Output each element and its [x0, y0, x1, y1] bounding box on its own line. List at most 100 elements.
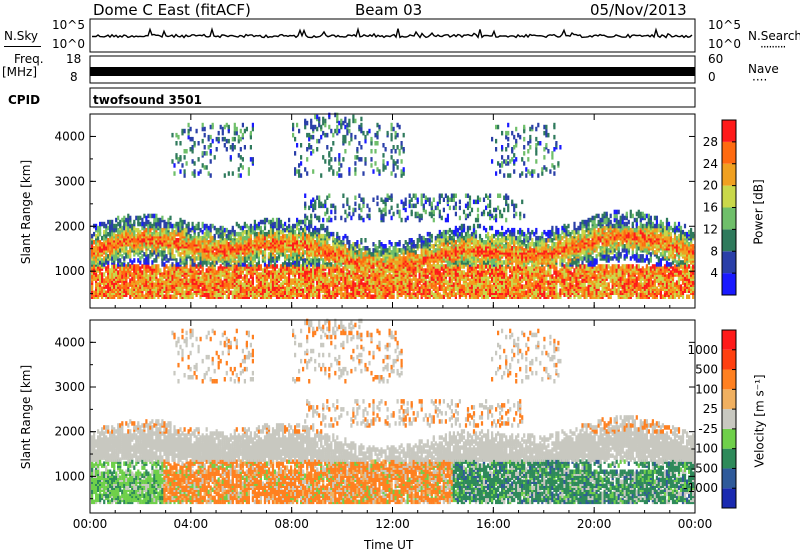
range-cell	[119, 274, 121, 279]
range-cell	[232, 291, 234, 296]
range-cell	[322, 218, 324, 223]
range-cell	[296, 218, 298, 223]
range-cell	[429, 198, 431, 203]
range-cell	[441, 194, 443, 199]
range-cell	[208, 293, 210, 298]
range-cell	[435, 264, 437, 269]
range-cell	[119, 230, 121, 235]
range-cell	[115, 256, 117, 261]
range-cell	[344, 234, 346, 239]
range-cell	[374, 284, 376, 289]
range-cell	[296, 289, 298, 294]
range-cell	[334, 252, 336, 257]
range-cell	[306, 216, 308, 221]
range-cell	[232, 238, 234, 243]
range-cell	[332, 169, 334, 174]
range-cell	[179, 274, 181, 279]
range-cell	[304, 258, 306, 263]
range-cell	[385, 252, 387, 257]
range-cell	[318, 117, 320, 122]
range-cell	[137, 244, 139, 249]
range-cell	[362, 246, 364, 251]
range-cell	[342, 266, 344, 271]
range-cell	[145, 216, 147, 221]
range-cell	[278, 218, 280, 223]
range-cell	[278, 274, 280, 279]
range-cell	[334, 278, 336, 283]
range-cell	[368, 208, 370, 213]
range-cell	[401, 200, 403, 205]
range-cell	[314, 234, 316, 239]
range-cell	[322, 121, 324, 126]
range-cell	[224, 143, 226, 148]
range-cell	[117, 295, 119, 300]
range-cell	[401, 141, 403, 146]
range-cell	[415, 212, 417, 217]
range-cell	[397, 252, 399, 257]
range-cell	[95, 291, 97, 296]
range-cell	[334, 210, 336, 215]
range-cell	[179, 252, 181, 257]
range-cell	[370, 295, 372, 300]
range-cell	[212, 264, 214, 269]
range-cell	[238, 256, 240, 261]
range-cell	[141, 232, 143, 237]
range-cell	[401, 159, 403, 164]
range-cell	[344, 117, 346, 122]
range-cell	[181, 278, 183, 283]
range-cell	[155, 232, 157, 237]
range-cell	[230, 266, 232, 271]
range-cell	[395, 264, 397, 269]
range-cell	[278, 254, 280, 259]
range-cell	[93, 232, 95, 237]
range-cell	[232, 226, 234, 231]
range-cell	[141, 226, 143, 231]
range-cell	[401, 145, 403, 150]
range-cell	[330, 147, 332, 152]
range-cell	[206, 256, 208, 261]
range-cell	[300, 256, 302, 261]
range-cell	[433, 218, 435, 223]
range-cell	[338, 167, 340, 172]
range-cell	[244, 274, 246, 279]
range-cell	[254, 224, 256, 229]
range-cell	[366, 268, 368, 273]
range-cell	[266, 291, 268, 296]
range-cell	[270, 264, 272, 269]
range-cell	[101, 222, 103, 227]
range-cell	[391, 242, 393, 247]
range-cell	[157, 252, 159, 257]
range-cell	[342, 135, 344, 140]
range-cell	[328, 216, 330, 221]
range-cell	[334, 157, 336, 162]
range-cell	[274, 254, 276, 259]
range-cell	[232, 137, 234, 142]
range-cell	[147, 230, 149, 235]
range-cell	[318, 228, 320, 233]
range-cell	[262, 220, 264, 225]
range-cell	[214, 226, 216, 231]
range-cell	[163, 295, 165, 300]
range-cell	[137, 295, 139, 300]
range-cell	[234, 254, 236, 259]
range-cell	[302, 220, 304, 225]
range-cell	[188, 295, 190, 300]
range-cell	[391, 284, 393, 289]
range-cell	[145, 272, 147, 277]
range-cell	[252, 276, 254, 281]
range-cell	[288, 291, 290, 296]
range-cell	[252, 230, 254, 235]
range-cell	[252, 256, 254, 261]
range-cell	[443, 289, 445, 294]
range-cell	[208, 240, 210, 245]
range-cell	[218, 293, 220, 298]
range-cell	[248, 230, 250, 235]
range-cell	[256, 262, 258, 267]
range-cell	[378, 125, 380, 130]
range-cell	[252, 287, 254, 292]
range-cell	[399, 254, 401, 259]
range-cell	[204, 127, 206, 132]
range-cell	[385, 289, 387, 294]
range-cell	[314, 256, 316, 261]
range-cell	[415, 293, 417, 298]
